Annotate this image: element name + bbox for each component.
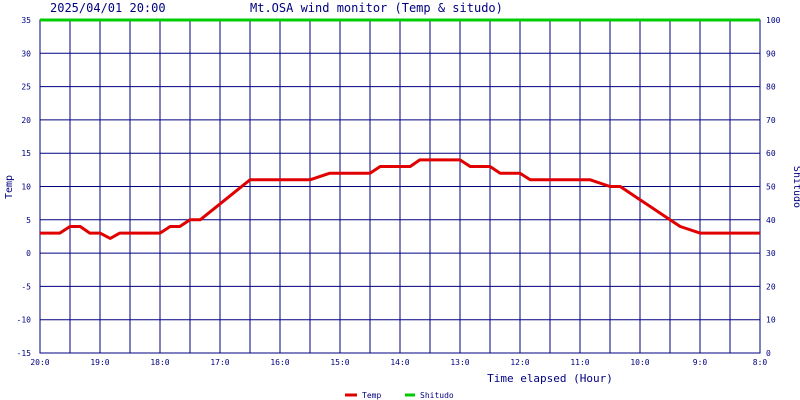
y2-tick-label: 90 — [766, 49, 776, 58]
y2-tick-label: 80 — [766, 83, 776, 92]
y-tick-label: 0 — [26, 249, 31, 258]
y2-tick-label: 10 — [766, 316, 776, 325]
y-tick-label: -5 — [21, 282, 31, 291]
x-axis-ticks: 20:0 19:0 18:0 17:0 16:0 15:0 14:0 13:0 12:0 11:0… — [30, 358, 767, 367]
series-line-temp — [40, 158, 760, 240]
y2-tick-label: 20 — [766, 282, 776, 291]
legend: Temp Shitudo — [345, 391, 454, 400]
x-tick-label: 15:0 — [330, 358, 349, 367]
y2-tick-label: 0 — [766, 349, 771, 358]
y-tick-label: 25 — [21, 83, 31, 92]
y2-tick-label: 30 — [766, 249, 776, 258]
y-tick-label: -15 — [17, 349, 32, 358]
y-axis-label: Temp — [4, 175, 15, 199]
x-tick-label: 8:0 — [753, 358, 768, 367]
x-tick-label: 13:0 — [450, 358, 469, 367]
legend-temp-label: Temp — [362, 391, 381, 400]
x-tick-label: 12:0 — [510, 358, 529, 367]
grid-lines — [39, 19, 761, 354]
x-tick-label: 14:0 — [390, 358, 409, 367]
y-tick-label: 5 — [26, 216, 31, 225]
left-axis-ticks: 35 30 25 20 15 10 5 0 -5 -10 -15 — [17, 16, 32, 358]
x-tick-label: 17:0 — [210, 358, 229, 367]
x-tick-label: 19:0 — [90, 358, 109, 367]
y2-tick-label: 100 — [766, 16, 781, 25]
y2-tick-label: 60 — [766, 149, 776, 158]
x-tick-label: 16:0 — [270, 358, 289, 367]
y2-tick-label: 40 — [766, 216, 776, 225]
y-tick-label: -10 — [17, 316, 32, 325]
y-tick-label: 15 — [21, 149, 31, 158]
y-tick-label: 10 — [21, 183, 31, 192]
legend-shitudo-label: Shitudo — [420, 391, 454, 400]
x-tick-label: 10:0 — [630, 358, 649, 367]
y-tick-label: 30 — [21, 49, 31, 58]
y2-tick-label: 50 — [766, 183, 776, 192]
y-tick-label: 20 — [21, 116, 31, 125]
x-tick-label: 18:0 — [150, 358, 169, 367]
x-tick-label: 9:0 — [693, 358, 708, 367]
y-tick-label: 35 — [21, 16, 31, 25]
x-tick-label: 11:0 — [570, 358, 589, 367]
y2-tick-label: 70 — [766, 116, 776, 125]
header-datetime: 2025/04/01 20:00 — [50, 1, 166, 15]
x-axis-label: Time elapsed (Hour) — [487, 372, 613, 385]
series-layer — [40, 18, 760, 240]
chart-title: Mt.OSA wind monitor (Temp & situdo) — [250, 1, 503, 15]
x-tick-label: 20:0 — [30, 358, 49, 367]
y2-axis-label: Shitudo — [791, 166, 800, 208]
